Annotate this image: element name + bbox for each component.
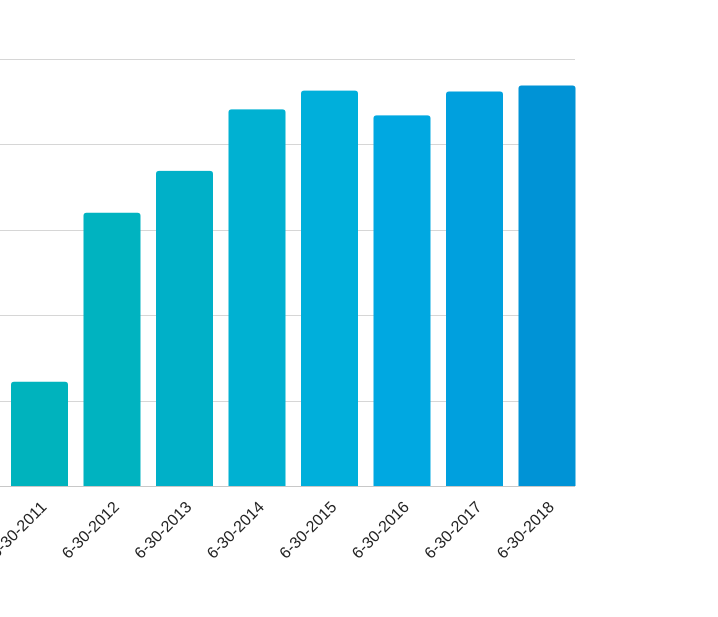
x-tick-labels: 6-30-2011 6-30-2012 6-30-2013 6-30-2014 6-30… xyxy=(0,499,558,563)
x-tick-label: 6-30-2016 xyxy=(349,499,413,563)
x-tick-label: 6-30-2012 xyxy=(59,499,123,563)
x-tick-label: 6-30-2018 xyxy=(494,499,558,563)
x-tick-label: 6-30-2015 xyxy=(277,499,341,563)
bar-6-30-2018 xyxy=(518,85,576,486)
bars xyxy=(11,85,576,487)
x-tick-label: 6-30-2013 xyxy=(132,499,196,563)
x-tick-label: 6-30-2017 xyxy=(422,499,486,563)
bar-6-30-2011 xyxy=(11,381,68,486)
bar-6-30-2013 xyxy=(156,170,213,486)
x-tick-label: 6-30-2011 xyxy=(0,499,50,562)
bar-6-30-2012 xyxy=(83,212,141,486)
bar-6-30-2017 xyxy=(446,91,503,487)
bar-6-30-2014 xyxy=(228,109,286,487)
bar-6-30-2016 xyxy=(373,115,431,486)
x-tick-label: 6-30-2014 xyxy=(204,499,268,563)
bar-6-30-2015 xyxy=(301,90,358,487)
